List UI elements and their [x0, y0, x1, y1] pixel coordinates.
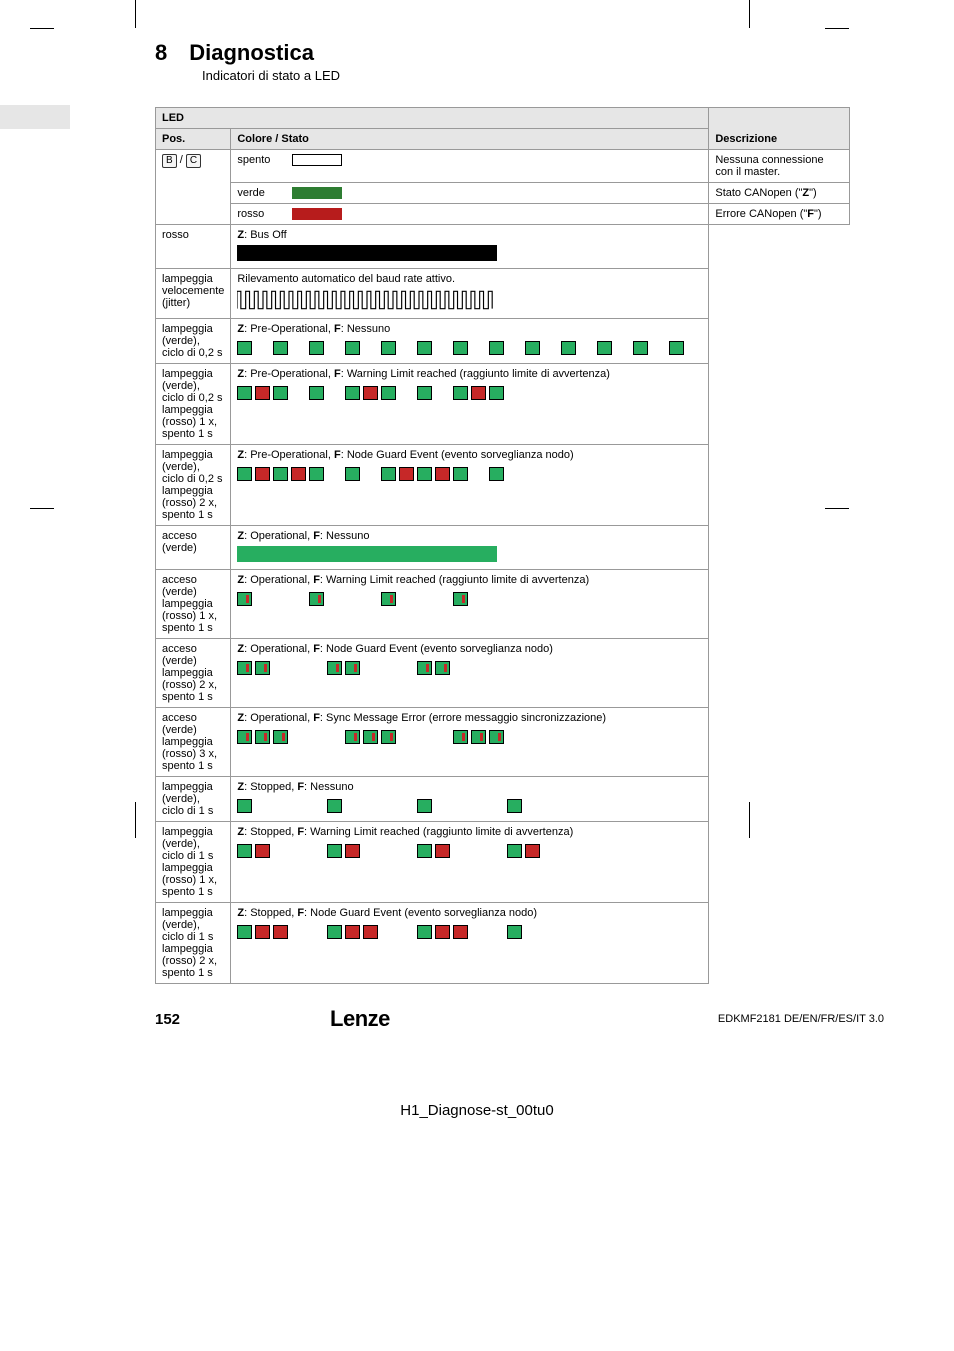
crop-mark — [825, 28, 849, 29]
header-pos: Pos. — [156, 129, 231, 150]
state-desc: Z: Pre-Operational, F: Node Guard Event … — [231, 445, 709, 526]
chapter-number: 8 — [155, 40, 167, 66]
doc-id: EDKMF2181 DE/EN/FR/ES/IT 3.0 — [718, 1013, 884, 1025]
state-desc: Z: Stopped, F: Nessuno — [231, 777, 709, 822]
state-desc: Z: Bus Off — [231, 225, 709, 269]
state-label: acceso (verde) — [156, 526, 231, 570]
crop-mark — [825, 508, 849, 509]
state-desc: Z: Operational, F: Sync Message Error (e… — [231, 708, 709, 777]
chapter-subtitle: Indicatori di stato a LED — [202, 68, 884, 83]
crop-mark — [749, 0, 750, 28]
state-desc: Rilevamento automatico del baud rate att… — [231, 269, 709, 319]
state-desc: Z: Operational, F: Nessuno — [231, 526, 709, 570]
swatch-off — [292, 154, 342, 166]
color-row: rosso — [231, 204, 709, 225]
chapter-title: Diagnostica — [189, 40, 314, 66]
pos-value: B / C — [156, 150, 231, 225]
color-row: spento — [231, 150, 709, 183]
page-number: 152 — [155, 1011, 180, 1028]
crop-mark — [749, 802, 750, 838]
desc: Errore CANopen ("F") — [709, 204, 850, 225]
state-label: lampeggia (verde), ciclo di 1 slampeggia… — [156, 822, 231, 903]
header-color: Colore / Stato — [231, 129, 709, 150]
side-tab — [0, 105, 70, 129]
state-desc: Z: Operational, F: Node Guard Event (eve… — [231, 639, 709, 708]
header-desc: Descrizione — [709, 108, 850, 150]
led-diagnostic-table: LED Descrizione Pos. Colore / Stato B / … — [155, 107, 850, 984]
state-label: acceso (verde)lampeggia (rosso) 3 x, spe… — [156, 708, 231, 777]
desc: Nessuna connessione con il master. — [709, 150, 850, 183]
brand-logo: Lenze — [330, 1006, 390, 1032]
crop-mark — [30, 28, 54, 29]
state-label: lampeggia (verde), ciclo di 1 slampeggia… — [156, 903, 231, 984]
state-label: lampeggia (verde), ciclo di 1 s — [156, 777, 231, 822]
state-label: lampeggia (verde), ciclo di 0,2 slampegg… — [156, 364, 231, 445]
crop-mark — [135, 0, 136, 28]
state-label: lampeggia velocemente (jitter) — [156, 269, 231, 319]
swatch-green — [292, 187, 342, 199]
state-desc: Z: Stopped, F: Warning Limit reached (ra… — [231, 822, 709, 903]
slug-label: H1_Diagnose-st_00tu0 — [0, 1102, 954, 1119]
state-label: lampeggia (verde), ciclo di 0,2 slampegg… — [156, 445, 231, 526]
state-desc: Z: Operational, F: Warning Limit reached… — [231, 570, 709, 639]
state-label: acceso (verde)lampeggia (rosso) 2 x, spe… — [156, 639, 231, 708]
header-led: LED — [156, 108, 709, 129]
swatch-red — [292, 208, 342, 220]
state-label: acceso (verde)lampeggia (rosso) 1 x, spe… — [156, 570, 231, 639]
state-desc: Z: Pre-Operational, F: Nessuno — [231, 319, 709, 364]
state-label: lampeggia (verde), ciclo di 0,2 s — [156, 319, 231, 364]
color-row: verde — [231, 183, 709, 204]
state-label: rosso — [156, 225, 231, 269]
crop-mark — [135, 802, 136, 838]
crop-mark — [30, 508, 54, 509]
state-desc: Z: Stopped, F: Node Guard Event (evento … — [231, 903, 709, 984]
state-desc: Z: Pre-Operational, F: Warning Limit rea… — [231, 364, 709, 445]
desc: Stato CANopen ("Z") — [709, 183, 850, 204]
